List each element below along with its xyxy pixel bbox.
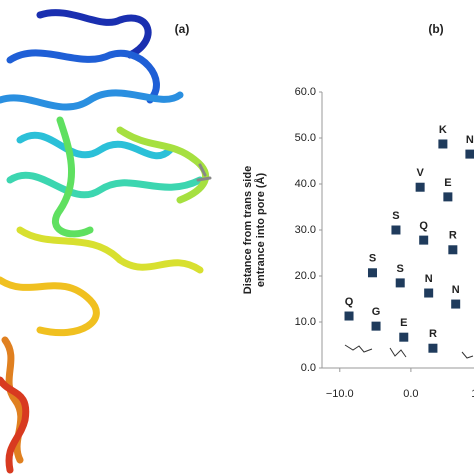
point (438, 139, 448, 149)
x-tick-label: 10.0 (471, 388, 474, 400)
y-tick-label: 40.0 (295, 178, 316, 190)
point (451, 299, 461, 309)
y-axis-label-line: entrance into pore (Å) (254, 173, 267, 288)
point (395, 278, 405, 288)
point (371, 321, 381, 331)
chart-title: (b) (428, 22, 443, 36)
point (465, 149, 474, 159)
point (415, 182, 425, 192)
point-label: N (466, 134, 474, 146)
x-tick-label: −10.0 (326, 388, 354, 400)
point-label: N (452, 284, 460, 296)
point-label: S (392, 210, 399, 222)
decoration (344, 344, 474, 359)
point-label: S (369, 253, 376, 265)
protein-structure (0, 9, 212, 474)
point-label: K (439, 124, 447, 136)
point-label: E (444, 177, 451, 189)
y-tick-label: 20.0 (295, 270, 316, 282)
point (448, 245, 458, 255)
y-tick-label: 60.0 (295, 86, 316, 98)
point-label: V (416, 167, 424, 179)
y-axis-label: Distance from trans side entrance into p… (242, 166, 267, 294)
point-label: R (429, 328, 437, 340)
point (419, 235, 429, 245)
point (428, 343, 438, 353)
point (424, 288, 434, 298)
point-label: Q (345, 296, 354, 308)
y-axis-label-line: Distance from trans side (242, 166, 254, 294)
panel-label: (a) (175, 22, 190, 36)
x-tick-label: 0.0 (403, 388, 418, 400)
point-label: N (425, 273, 433, 285)
point (391, 225, 401, 235)
y-tick-label: 50.0 (295, 132, 316, 144)
point-label: G (372, 306, 381, 318)
y-tick-label: 10.0 (295, 316, 316, 328)
point-label: E (400, 317, 407, 329)
point (367, 268, 377, 278)
y-tick-label: 30.0 (295, 224, 316, 236)
y-tick-label: 0.0 (301, 362, 316, 374)
point (399, 332, 409, 342)
point-label: S (397, 263, 404, 275)
point-label: Q (419, 220, 428, 232)
point (443, 192, 453, 202)
point-label: R (449, 230, 457, 242)
point (344, 311, 354, 321)
